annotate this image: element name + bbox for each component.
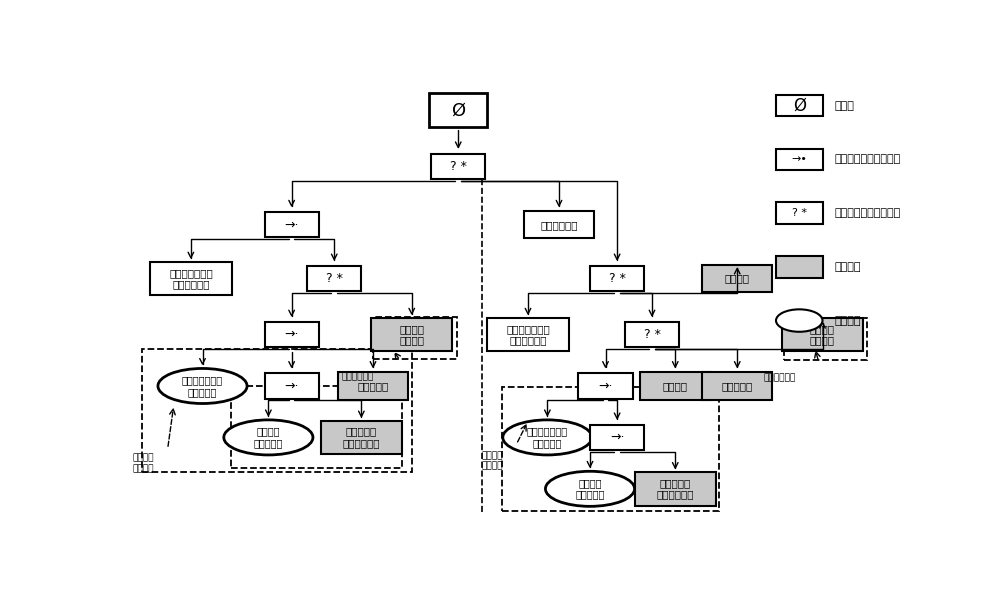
Text: 放置圆柱体: 放置圆柱体 bbox=[722, 381, 753, 391]
Text: 新增子树模块: 新增子树模块 bbox=[341, 372, 374, 381]
Text: ? *: ? * bbox=[609, 272, 626, 285]
Bar bbox=[150, 262, 232, 296]
Text: →·: →· bbox=[610, 431, 624, 444]
Bar bbox=[524, 211, 594, 239]
Text: ? *: ? * bbox=[792, 208, 807, 218]
Bar bbox=[487, 317, 569, 351]
Bar bbox=[776, 95, 822, 117]
Text: 检测物体位置并
发送至上位机: 检测物体位置并 发送至上位机 bbox=[169, 268, 213, 290]
Bar bbox=[784, 318, 867, 361]
Text: 条件节点: 条件节点 bbox=[834, 316, 861, 325]
Text: 新增任务
判断条件: 新增任务 判断条件 bbox=[482, 452, 503, 471]
Bar bbox=[640, 373, 710, 399]
Text: Ø: Ø bbox=[793, 97, 806, 115]
Bar bbox=[338, 373, 408, 399]
Bar bbox=[776, 149, 822, 170]
Text: 检测放置位置并
发送至上位机: 检测放置位置并 发送至上位机 bbox=[506, 324, 550, 345]
Text: 新增任务
判断条件: 新增任务 判断条件 bbox=[133, 454, 154, 473]
Bar bbox=[590, 425, 644, 450]
Bar bbox=[429, 93, 487, 127]
Text: →·: →· bbox=[284, 379, 299, 393]
Bar bbox=[373, 317, 457, 359]
Text: 根节点: 根节点 bbox=[834, 101, 854, 110]
Text: ? *: ? * bbox=[644, 328, 660, 341]
Bar bbox=[782, 317, 863, 351]
Bar bbox=[776, 256, 822, 277]
Text: 靠近圆柱体: 靠近圆柱体 bbox=[357, 381, 389, 391]
Bar bbox=[625, 322, 679, 347]
Ellipse shape bbox=[158, 368, 247, 404]
Text: 新增子树模块: 新增子树模块 bbox=[764, 373, 796, 382]
Ellipse shape bbox=[545, 471, 635, 506]
Text: →·: →· bbox=[598, 379, 613, 393]
Bar bbox=[776, 202, 822, 224]
Bar bbox=[264, 373, 319, 399]
Bar bbox=[371, 317, 452, 351]
Text: 抓取过程失败: 抓取过程失败 bbox=[540, 220, 578, 229]
Text: 带记忆功能的选择节点: 带记忆功能的选择节点 bbox=[834, 208, 900, 218]
Bar bbox=[231, 386, 402, 468]
Ellipse shape bbox=[503, 420, 592, 455]
Text: →•: →• bbox=[791, 154, 807, 164]
Bar bbox=[502, 387, 719, 511]
Text: Ø: Ø bbox=[451, 101, 465, 119]
Text: 判断是否
靠近放置点: 判断是否 靠近放置点 bbox=[575, 478, 605, 500]
Text: ? *: ? * bbox=[450, 160, 467, 173]
Text: 放置圆柱体
（张开手爸）: 放置圆柱体 （张开手爸） bbox=[656, 478, 694, 500]
Text: ? *: ? * bbox=[326, 272, 343, 285]
Text: 抓取方体
子树模块: 抓取方体 子树模块 bbox=[399, 324, 424, 345]
Text: →·: →· bbox=[284, 328, 299, 341]
Bar bbox=[321, 421, 402, 454]
Bar bbox=[431, 154, 485, 179]
Bar bbox=[142, 348, 412, 472]
Bar bbox=[635, 472, 716, 506]
Bar bbox=[590, 266, 644, 291]
Bar bbox=[702, 373, 772, 399]
Text: 判断物体为方体
还是圆柱体: 判断物体为方体 还是圆柱体 bbox=[182, 375, 223, 397]
Bar bbox=[702, 265, 772, 292]
Text: 判断是否
靠近圆柱体: 判断是否 靠近圆柱体 bbox=[254, 427, 283, 448]
Bar bbox=[264, 322, 319, 347]
Bar bbox=[578, 373, 633, 399]
Text: 判断物体为方体
还是圆柱体: 判断物体为方体 还是圆柱体 bbox=[527, 427, 568, 448]
Text: 过程失败: 过程失败 bbox=[725, 274, 750, 283]
Text: →·: →· bbox=[284, 219, 299, 231]
Text: 带记忆功能的顺序节点: 带记忆功能的顺序节点 bbox=[834, 154, 900, 164]
Text: 动作节点: 动作节点 bbox=[834, 262, 861, 272]
Ellipse shape bbox=[224, 420, 313, 455]
Text: 抓取圆柱体
（闭合手爸）: 抓取圆柱体 （闭合手爸） bbox=[343, 427, 380, 448]
Bar bbox=[307, 266, 361, 291]
Text: 姿态调整: 姿态调整 bbox=[663, 381, 688, 391]
Text: 放置方体
子树模块: 放置方体 子树模块 bbox=[810, 324, 835, 345]
Ellipse shape bbox=[776, 310, 822, 332]
Bar bbox=[264, 212, 319, 237]
